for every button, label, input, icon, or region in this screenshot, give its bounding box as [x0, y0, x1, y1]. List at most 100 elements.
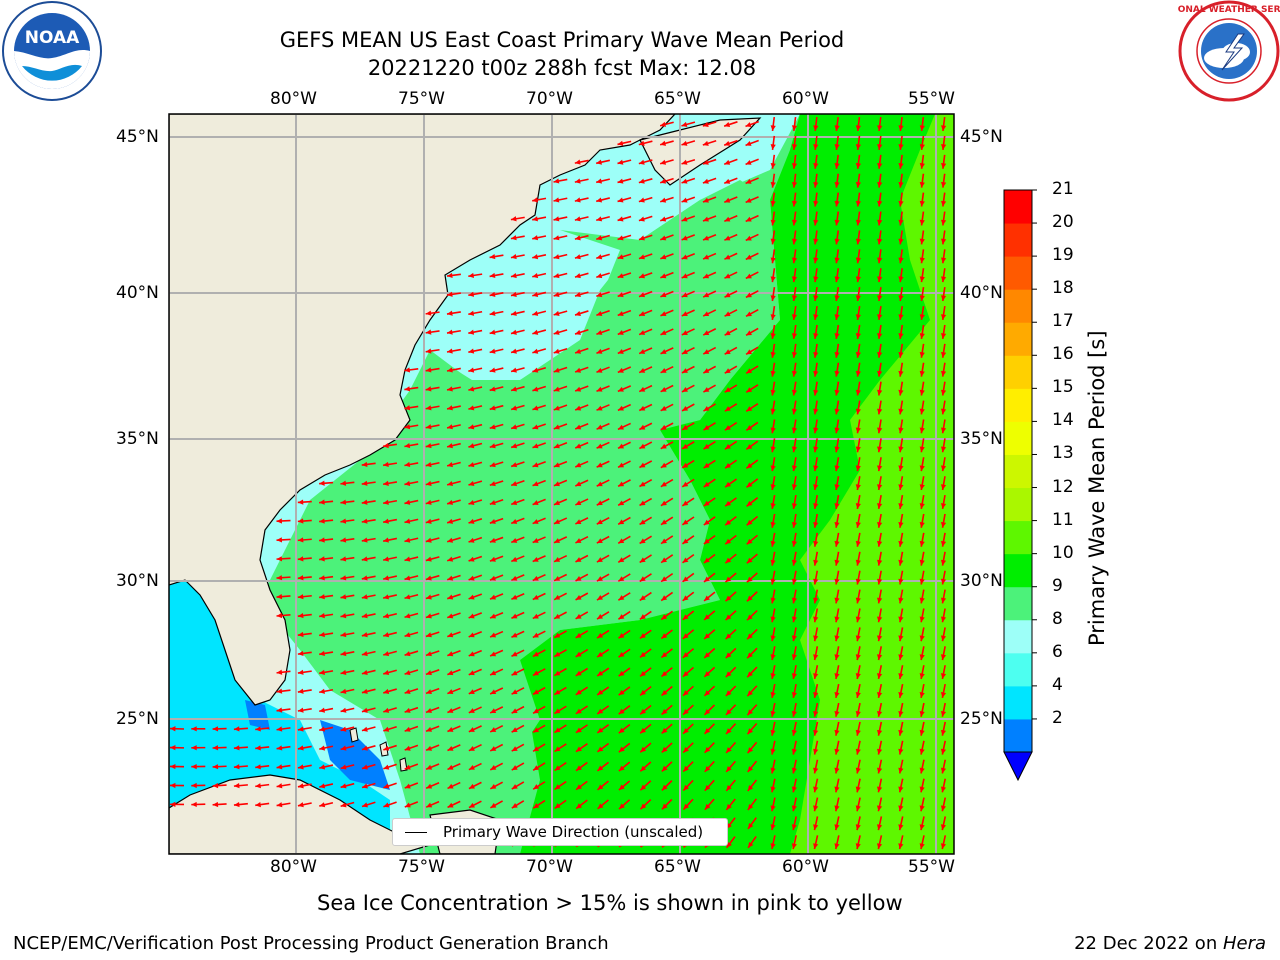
wave-arrow-head — [877, 503, 883, 509]
wave-arrow-head — [703, 481, 710, 487]
wave-arrow-head — [681, 121, 688, 127]
wave-arrow-head — [724, 349, 731, 355]
wave-arrow-head — [747, 804, 754, 810]
wave-arrow-head — [255, 783, 261, 789]
wave-arrow-head — [898, 163, 904, 169]
wave-arrow-head — [813, 465, 819, 472]
colorbar-segment — [1004, 322, 1032, 356]
wave-arrow-head — [681, 273, 688, 279]
wave-arrow-head — [919, 181, 925, 188]
wave-arrow-head — [813, 408, 819, 415]
wave-arrow-head — [898, 729, 904, 736]
wave-arrow-head — [404, 726, 411, 732]
wave-arrow-head — [919, 522, 925, 528]
wave-arrow-head — [877, 748, 883, 755]
wave-arrow-head — [447, 424, 453, 430]
wave-arrow-head — [510, 291, 517, 297]
wave-arrow-head — [770, 295, 776, 302]
wave-arrow-head — [940, 692, 947, 698]
wave-arrow-head — [941, 125, 947, 131]
wave-arrow-head — [447, 537, 454, 543]
wave-arrow-head — [511, 367, 517, 373]
wave-arrow-head — [834, 635, 840, 642]
wave-arrow-head — [617, 330, 624, 335]
wave-arrow-head — [617, 178, 624, 184]
wave-arrow-head — [683, 784, 689, 791]
wave-arrow-head — [724, 197, 731, 203]
wave-arrow-head — [618, 576, 625, 582]
wave-arrow-head — [596, 367, 603, 373]
wave-arrow-head — [340, 499, 347, 505]
wave-arrow-head — [940, 484, 947, 490]
wave-arrow-head — [639, 330, 646, 335]
wave-arrow-head — [660, 197, 667, 203]
wave-arrow-head — [877, 635, 883, 642]
wave-arrow-head — [703, 406, 710, 412]
wave-arrow-head — [813, 559, 819, 566]
wave-arrow-head — [639, 595, 646, 601]
wave-arrow-head — [940, 522, 947, 528]
wave-arrow-head — [661, 652, 668, 658]
wave-arrow-head — [770, 276, 776, 283]
wave-arrow-head — [617, 443, 624, 449]
wave-arrow-head — [682, 690, 689, 696]
wave-arrow-head — [813, 654, 819, 661]
wave-arrow-head — [618, 784, 625, 791]
wave-arrow-head — [855, 673, 861, 679]
wave-arrow-head — [791, 597, 797, 604]
wave-arrow-head — [554, 784, 561, 790]
map-svg — [168, 113, 955, 855]
wave-arrow-head — [747, 633, 753, 640]
wave-arrow-head — [702, 159, 709, 165]
wave-arrow-head — [638, 159, 645, 165]
wave-arrow-head — [791, 181, 798, 188]
wave-arrow-head — [681, 159, 688, 165]
wave-arrow-head — [511, 670, 518, 676]
wave-arrow-head — [834, 616, 840, 623]
wave-arrow-head — [553, 273, 560, 279]
wave-arrow-head — [297, 764, 304, 770]
wave-arrow-head — [660, 311, 667, 317]
wave-arrow-head — [468, 462, 475, 468]
wave-arrow-head — [898, 578, 904, 585]
wave-arrow-head — [297, 783, 304, 789]
wave-arrow-head — [834, 503, 840, 509]
wave-arrow-head — [898, 616, 904, 623]
wave-arrow-head — [813, 125, 819, 131]
wave-arrow-head — [319, 669, 325, 675]
wave-arrow-head — [898, 503, 904, 509]
wave-arrow-head — [724, 387, 731, 393]
wave-arrow-head — [596, 538, 603, 544]
wave-arrow-head — [511, 727, 518, 733]
wave-arrow-head — [511, 613, 518, 619]
wave-arrow-head — [704, 614, 710, 620]
wave-arrow-head — [877, 692, 883, 698]
wave-arrow-head — [682, 462, 689, 468]
wave-arrow-head — [340, 726, 347, 732]
wave-arrow-head — [919, 805, 925, 812]
wave-arrow-head — [511, 746, 518, 752]
colorbar-segment — [1004, 520, 1032, 555]
wave-arrow-head — [532, 273, 539, 279]
wave-arrow-head — [638, 254, 645, 260]
wave-arrow-head — [511, 443, 518, 449]
wave-arrow-head — [704, 576, 710, 582]
wave-arrow-head — [724, 368, 731, 374]
wave-arrow-head — [533, 727, 540, 733]
wave-arrow-head — [813, 295, 819, 302]
wave-arrow-head — [468, 613, 475, 619]
wave-arrow-head — [898, 408, 904, 415]
wave-arrow-head — [702, 216, 709, 222]
wave-arrow-head — [877, 295, 883, 302]
wave-arrow-head — [724, 235, 731, 241]
period-zone-12 — [790, 114, 954, 854]
wave-arrow-head — [212, 726, 219, 732]
wave-arrow-head — [404, 386, 411, 392]
wave-arrow-head — [639, 311, 646, 317]
wave-arrow-head — [618, 670, 625, 677]
wave-arrow-head — [618, 727, 625, 734]
wave-arrow-head — [791, 427, 798, 434]
wave-arrow-head — [404, 802, 411, 808]
wave-arrow-head — [898, 389, 904, 396]
wave-arrow-head — [834, 446, 840, 453]
